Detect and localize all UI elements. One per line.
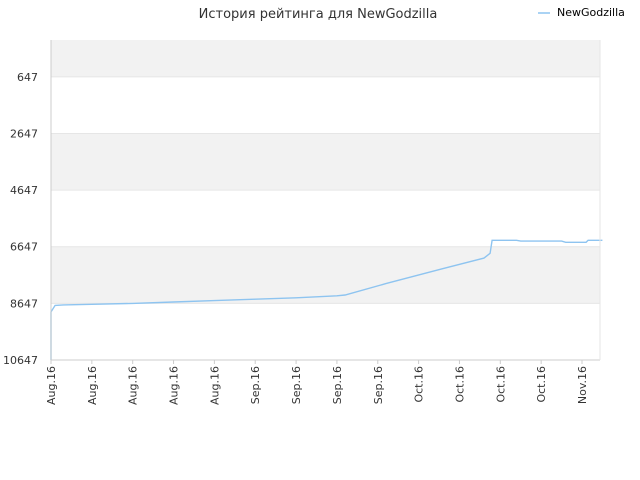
y-tick-label: 6647 xyxy=(10,241,38,254)
axes xyxy=(50,40,601,361)
x-tick-label: Oct.16 xyxy=(413,366,426,403)
x-tick-label: Oct.16 xyxy=(535,366,548,403)
band-top xyxy=(51,40,600,77)
legend: NewGodzilla xyxy=(538,6,625,19)
x-tick-label: Aug.16 xyxy=(168,366,181,405)
series-line-NewGodzilla xyxy=(50,239,603,360)
x-tick-label: Oct.16 xyxy=(453,366,466,403)
grid-lines xyxy=(51,76,600,361)
y-axis-ticks: 647 2647 4647 6647 8647 10647 xyxy=(3,71,38,367)
band xyxy=(51,246,600,304)
y-tick-label: 2647 xyxy=(10,127,38,140)
x-tick-label: Aug.16 xyxy=(127,366,140,405)
x-tick-label: Sep.16 xyxy=(372,366,385,404)
x-tick-label: Nov.16 xyxy=(576,366,589,404)
y-tick-label: 8647 xyxy=(10,297,38,310)
plot-bands xyxy=(51,40,600,304)
series-lines xyxy=(50,239,603,360)
band xyxy=(51,133,600,191)
y-tick-label: 10647 xyxy=(3,354,38,367)
x-axis-ticks: Aug.16 Aug.16 Aug.16 Aug.16 Aug.16 Sep.16 Sep.… xyxy=(45,360,589,405)
y-tick-label: 4647 xyxy=(10,184,38,197)
x-tick-label: Sep.16 xyxy=(290,366,303,404)
x-tick-label: Sep.16 xyxy=(331,366,344,404)
chart-title: История рейтинга для NewGodzilla xyxy=(199,7,438,22)
x-tick-label: Oct.16 xyxy=(494,366,507,403)
x-tick-label: Aug.16 xyxy=(45,366,58,405)
x-tick-label: Aug.16 xyxy=(208,366,221,405)
y-tick-label: 647 xyxy=(17,71,38,84)
x-tick-label: Sep.16 xyxy=(249,366,262,404)
x-tick-label: Aug.16 xyxy=(86,366,99,405)
legend-label: NewGodzilla xyxy=(557,6,625,19)
